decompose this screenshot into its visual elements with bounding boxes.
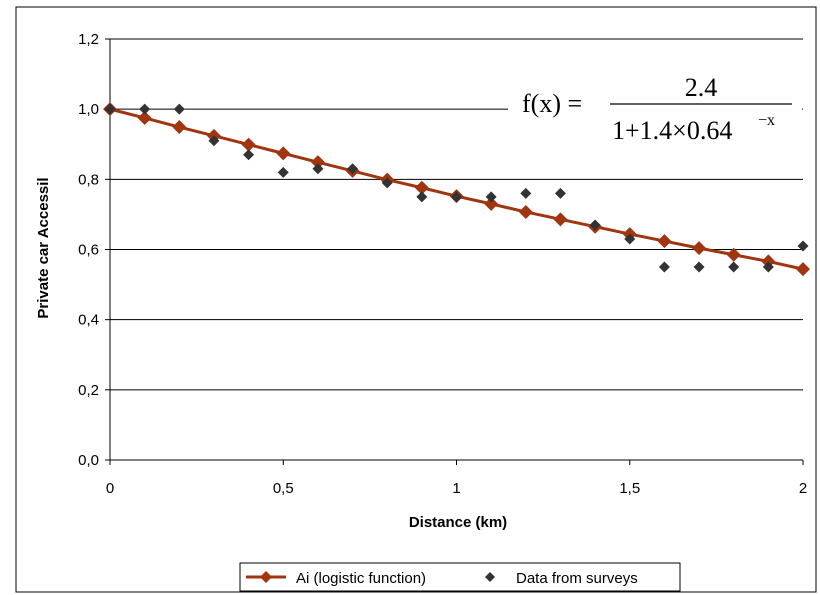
- y-tick-label: 0,0: [78, 452, 99, 469]
- legend-label-ai: Ai (logistic function): [296, 570, 426, 587]
- scatter-point: [693, 261, 705, 273]
- y-tick-labels: 0,0 0,2 0,4 0,6 0,8 1,0 1,2: [78, 31, 110, 469]
- formula-denominator: 1+1.4×0.64: [612, 116, 732, 145]
- y-axis-title: Private car Accessil: [35, 177, 52, 318]
- legend: Ai (logistic function) Data from surveys: [239, 562, 681, 592]
- scatter-point: [658, 261, 670, 273]
- formula: f(x) = 2.4 1+1.4×0.64 −x: [508, 60, 802, 170]
- series-data-from-surveys: [104, 103, 809, 273]
- scatter-point: [485, 191, 497, 203]
- line-marker: [310, 155, 325, 170]
- scatter-point: [520, 187, 532, 199]
- x-tick-labels: 0 0,5 1 1,5 2: [106, 460, 807, 497]
- y-tick-label: 0,8: [78, 171, 99, 188]
- scatter-point: [208, 135, 220, 147]
- gridlines: [110, 38, 803, 391]
- x-tick-label: 0: [106, 480, 114, 497]
- line-marker: [692, 241, 707, 256]
- scatter-point: [797, 240, 809, 252]
- line-marker: [414, 180, 429, 195]
- line-marker: [484, 196, 499, 211]
- legend-scatter-marker: [485, 572, 495, 582]
- line-marker: [761, 254, 776, 269]
- legend-line-marker: [260, 571, 272, 583]
- line-marker: [657, 234, 672, 249]
- scatter-point: [243, 149, 255, 161]
- x-axis-title: Distance (km): [409, 514, 507, 531]
- y-tick-label: 0,2: [78, 382, 99, 399]
- y-tick-label: 1,0: [78, 101, 99, 118]
- line-marker: [553, 212, 568, 227]
- scatter-point: [451, 191, 462, 203]
- x-tick-label: 2: [799, 480, 807, 497]
- scatter-point: [554, 187, 566, 199]
- x-tick-label: 1: [452, 480, 460, 497]
- scatter-point: [173, 103, 185, 115]
- scatter-point: [416, 191, 428, 203]
- scatter-point: [104, 103, 116, 115]
- scatter-point: [762, 261, 774, 273]
- formula-numerator: 2.4: [685, 73, 718, 102]
- line-marker: [796, 262, 810, 277]
- line-marker: [172, 120, 187, 135]
- x-tick-label: 1,5: [619, 480, 640, 497]
- scatter-point: [381, 177, 393, 189]
- scatter-point: [139, 103, 151, 115]
- scatter-point: [589, 219, 601, 231]
- scatter-point: [312, 163, 324, 175]
- legend-box: [239, 562, 681, 592]
- line-marker: [276, 146, 291, 161]
- scatter-point: [347, 163, 359, 175]
- legend-label-surveys: Data from surveys: [516, 570, 638, 587]
- formula-background: [508, 60, 802, 170]
- line-marker: [241, 137, 256, 152]
- scatter-point: [624, 233, 636, 245]
- line-marker: [137, 110, 152, 125]
- y-tick-label: 0,6: [78, 242, 99, 259]
- scatter-point: [277, 166, 289, 178]
- y-tick-label: 0,4: [78, 312, 99, 329]
- scatter-point: [728, 261, 740, 273]
- y-tick-label: 1,2: [78, 31, 99, 48]
- formula-lhs: f(x) =: [522, 89, 582, 118]
- formula-exponent: −x: [758, 112, 775, 129]
- x-tick-label: 0,5: [273, 480, 294, 497]
- line-marker: [518, 204, 533, 219]
- line-marker: [726, 247, 741, 262]
